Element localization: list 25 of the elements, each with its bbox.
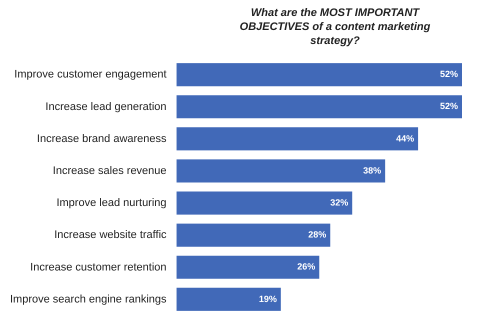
y-tick-label: Increase customer retention xyxy=(30,261,167,274)
y-tick-label: Increase sales revenue xyxy=(52,164,167,177)
bar xyxy=(176,127,418,150)
bar xyxy=(176,95,462,118)
bar xyxy=(176,224,330,247)
bar xyxy=(176,288,281,311)
data-label: 52% xyxy=(440,69,458,80)
y-tick-label: Improve customer engagement xyxy=(14,68,167,81)
y-tick-label: Improve lead nurturing xyxy=(56,197,167,210)
y-tick-label: Improve search engine rankings xyxy=(10,293,168,306)
data-label: 28% xyxy=(308,230,326,240)
data-label: 52% xyxy=(440,101,458,112)
data-label: 44% xyxy=(396,133,414,144)
bar xyxy=(176,63,462,86)
chart-title: What are the MOST IMPORTANT OBJECTIVES of a content marketing strategy? xyxy=(238,6,432,48)
y-tick-label: Increase lead generation xyxy=(45,100,167,113)
data-label: 38% xyxy=(363,165,382,176)
bar xyxy=(176,191,352,215)
bar xyxy=(176,159,386,183)
data-label: 26% xyxy=(297,262,316,272)
y-tick-label: Increase brand awareness xyxy=(36,132,168,145)
data-label: 32% xyxy=(330,198,348,208)
data-label: 19% xyxy=(258,294,277,304)
bar xyxy=(176,256,320,279)
y-tick-label: Increase website traffic xyxy=(54,229,168,242)
